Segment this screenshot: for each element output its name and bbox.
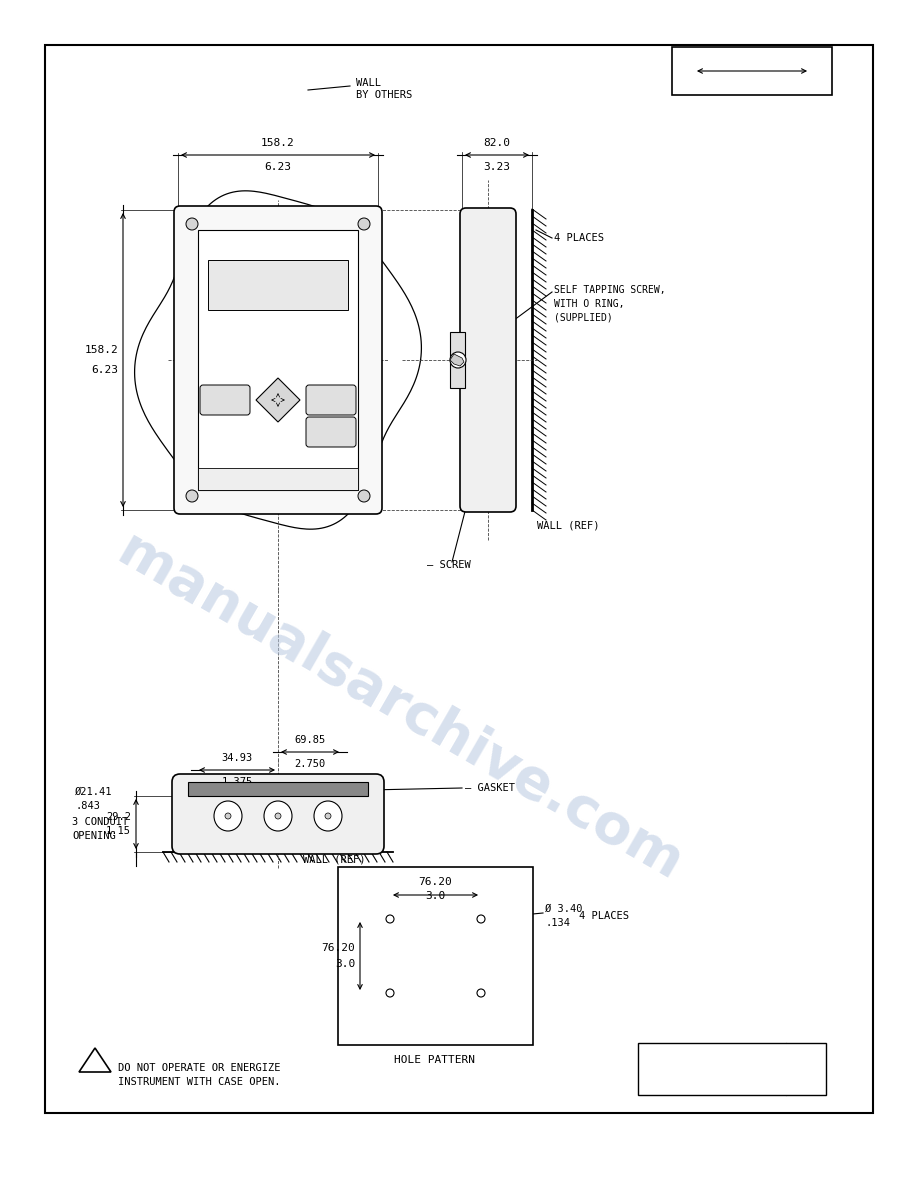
- Text: 158.2: 158.2: [261, 138, 295, 148]
- Text: MENU: MENU: [217, 397, 233, 403]
- Text: Solu Comp II: Solu Comp II: [314, 476, 353, 481]
- Text: 76.20: 76.20: [418, 877, 452, 887]
- Text: 29.2: 29.2: [106, 813, 131, 822]
- Text: BY OTHERS: BY OTHERS: [356, 90, 412, 100]
- Text: 76.20: 76.20: [321, 943, 355, 953]
- FancyBboxPatch shape: [174, 206, 382, 514]
- Circle shape: [358, 219, 370, 230]
- Text: ENTER: ENTER: [320, 397, 341, 403]
- Circle shape: [225, 813, 231, 819]
- Text: manualsarchive.com: manualsarchive.com: [107, 524, 692, 892]
- Bar: [672, 48, 832, 95]
- Text: WALL: WALL: [356, 78, 381, 88]
- Circle shape: [477, 915, 485, 923]
- Circle shape: [275, 813, 281, 819]
- Text: 158.2: 158.2: [84, 345, 118, 355]
- Circle shape: [450, 352, 466, 368]
- Text: — GASKET: — GASKET: [465, 783, 515, 794]
- Text: — SCREW: — SCREW: [427, 560, 471, 570]
- Bar: [208, 260, 348, 310]
- Text: 3 CONDUIT: 3 CONDUIT: [72, 817, 129, 827]
- Polygon shape: [256, 378, 300, 422]
- Text: WITH O RING,: WITH O RING,: [554, 299, 624, 309]
- Text: 2.750: 2.750: [295, 759, 326, 769]
- Circle shape: [386, 988, 394, 997]
- FancyBboxPatch shape: [200, 385, 250, 415]
- Text: ROSEMOUNT ANALYTICAL: ROSEMOUNT ANALYTICAL: [203, 476, 268, 481]
- Text: 3.23: 3.23: [484, 162, 510, 172]
- Ellipse shape: [214, 801, 242, 830]
- Circle shape: [358, 489, 370, 503]
- Text: Ø21.41: Ø21.41: [75, 786, 113, 797]
- Text: INSTRUMENT WITH CASE OPEN.: INSTRUMENT WITH CASE OPEN.: [118, 1078, 281, 1087]
- Text: (SUPPLIED): (SUPPLIED): [554, 312, 612, 323]
- Text: 6.23: 6.23: [264, 162, 292, 172]
- Text: Ø 3.40: Ø 3.40: [545, 904, 583, 914]
- Text: 4 PLACES: 4 PLACES: [579, 911, 629, 921]
- Circle shape: [386, 915, 394, 923]
- Text: 1.375: 1.375: [221, 777, 252, 786]
- FancyBboxPatch shape: [172, 775, 384, 854]
- Bar: [450, 331, 465, 388]
- Text: Sen 2  78.13 MOhm: Sen 2 78.13 MOhm: [213, 286, 276, 291]
- Text: 34.93: 34.93: [221, 753, 252, 763]
- Bar: [198, 468, 358, 489]
- Text: 3.0: 3.0: [335, 959, 355, 969]
- Text: 69.85: 69.85: [295, 735, 326, 745]
- Ellipse shape: [264, 801, 292, 830]
- Text: !: !: [91, 1055, 99, 1068]
- Text: RET: RET: [325, 429, 338, 435]
- Text: 6.23: 6.23: [91, 365, 118, 375]
- Text: Sen 1  576.8 uS/cm: Sen 1 576.8 uS/cm: [213, 272, 281, 277]
- Text: 82.0: 82.0: [484, 138, 510, 148]
- Text: 1.15: 1.15: [106, 826, 131, 836]
- Polygon shape: [79, 1048, 111, 1072]
- Circle shape: [186, 219, 198, 230]
- Text: WALL (REF): WALL (REF): [537, 520, 599, 530]
- FancyBboxPatch shape: [306, 385, 356, 415]
- Bar: [638, 1043, 826, 1095]
- Text: .843: .843: [75, 801, 100, 811]
- Text: 3.0: 3.0: [425, 891, 445, 901]
- FancyBboxPatch shape: [460, 208, 516, 512]
- Text: WALL (REF): WALL (REF): [303, 855, 365, 865]
- Bar: [338, 867, 533, 1045]
- Text: OPENING: OPENING: [72, 830, 116, 841]
- Bar: [198, 230, 358, 489]
- Text: DO NOT OPERATE OR ENERGIZE: DO NOT OPERATE OR ENERGIZE: [118, 1063, 281, 1073]
- Text: 4 PLACES: 4 PLACES: [554, 233, 604, 244]
- Bar: [188, 782, 368, 796]
- FancyBboxPatch shape: [306, 417, 356, 447]
- Polygon shape: [450, 354, 464, 366]
- Circle shape: [325, 813, 331, 819]
- Text: SELF TAPPING SCREW,: SELF TAPPING SCREW,: [554, 285, 666, 295]
- Ellipse shape: [314, 801, 342, 830]
- Circle shape: [186, 489, 198, 503]
- Circle shape: [477, 988, 485, 997]
- Bar: [45, 45, 873, 1113]
- Text: .134: .134: [545, 918, 570, 928]
- Text: HOLE PATTERN: HOLE PATTERN: [395, 1055, 476, 1064]
